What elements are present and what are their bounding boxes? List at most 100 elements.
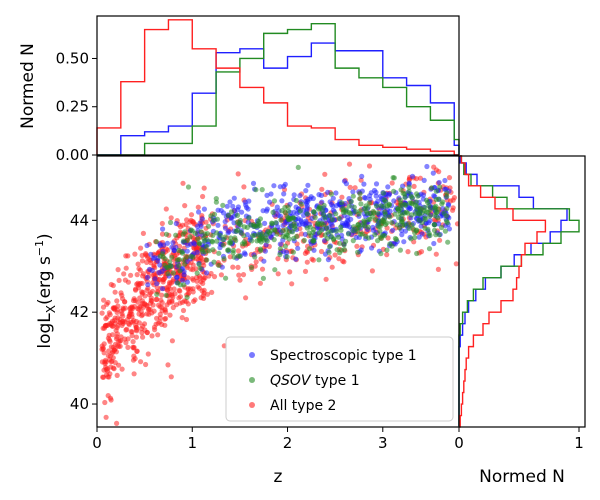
scatter-point	[153, 239, 159, 245]
scatter-point	[103, 359, 109, 365]
scatter-point	[375, 219, 381, 225]
scatter-point	[257, 280, 263, 286]
scatter-point	[369, 245, 375, 251]
scatter-point	[311, 247, 317, 253]
legend: Spectroscopic type 1 QSOV type 1 All typ…	[225, 336, 454, 422]
scatter-point	[325, 257, 331, 263]
scatter-point	[168, 374, 174, 380]
scatter-point	[311, 209, 317, 215]
scatter-point	[190, 289, 196, 295]
scatter-point	[271, 237, 277, 243]
scatter-point	[227, 254, 233, 260]
scatter-point	[107, 395, 114, 401]
scatter-point	[214, 238, 220, 244]
scatter-point	[185, 184, 192, 190]
scatter-point	[380, 190, 386, 196]
scatter-point	[406, 184, 412, 190]
scatter-point	[363, 203, 369, 209]
scatter-point	[153, 321, 159, 327]
scatter-point	[238, 229, 244, 235]
scatter-point	[277, 184, 283, 190]
scatter-point	[233, 228, 239, 234]
scatter-point	[381, 203, 387, 210]
scatter-point	[375, 238, 381, 244]
scatter-point	[164, 287, 170, 294]
scatter-point	[205, 223, 212, 229]
scatter-point	[397, 247, 403, 253]
scatter-point	[425, 226, 431, 232]
scatter-point	[305, 199, 311, 205]
scatter-point	[194, 249, 200, 255]
scatter-point	[357, 196, 363, 202]
scatter-point	[322, 232, 328, 238]
scatter-point	[450, 207, 456, 213]
scatter-point	[311, 226, 317, 233]
scatter-point	[204, 270, 210, 276]
scatter-point	[213, 196, 219, 202]
scatter-point	[398, 202, 404, 208]
x-tick-label: 3	[378, 434, 388, 452]
scatter-point	[317, 221, 323, 228]
scatter-point	[145, 282, 151, 288]
scatter-point	[145, 351, 151, 357]
scatter-points	[99, 161, 459, 426]
scatter-point	[210, 217, 217, 223]
scatter-point	[236, 272, 242, 278]
scatter-point	[361, 218, 367, 224]
scatter-point	[158, 297, 164, 303]
scatter-point	[162, 322, 168, 328]
scatter-point	[199, 216, 205, 222]
scatter-point	[298, 201, 304, 207]
scatter-point	[409, 173, 416, 179]
scatter-point	[100, 374, 106, 380]
scatter-point	[422, 205, 428, 211]
scatter-point	[406, 225, 412, 231]
scatter-point	[390, 227, 396, 233]
scatter-point	[250, 233, 256, 239]
scatter-point	[180, 238, 187, 244]
scatter-point	[364, 210, 370, 217]
scatter-point	[228, 209, 235, 215]
scatter-point	[235, 248, 241, 254]
scatter-point	[301, 237, 307, 243]
legend-marker-type2	[249, 402, 255, 408]
scatter-point	[432, 205, 438, 212]
scatter-point	[370, 224, 376, 230]
scatter-point	[338, 247, 345, 253]
scatter-point	[424, 209, 430, 215]
scatter-point	[196, 240, 202, 246]
scatter-point	[214, 230, 220, 236]
scatter-point	[361, 181, 367, 187]
scatter-point	[259, 266, 266, 272]
scatter-point	[163, 206, 169, 212]
scatter-point	[320, 212, 327, 218]
scatter-point	[287, 269, 293, 275]
scatter-point	[246, 215, 252, 221]
scatter-point	[196, 261, 202, 267]
scatter-point	[242, 251, 248, 257]
scatter-point	[165, 247, 171, 253]
scatter-point	[252, 254, 258, 260]
scatter-point	[119, 292, 125, 298]
scatter-point	[408, 236, 414, 242]
right-histogram-series	[458, 155, 580, 428]
scatter-point	[173, 220, 179, 227]
scatter-point	[101, 297, 107, 303]
scatter-point	[131, 353, 137, 359]
scatter-point	[268, 191, 274, 197]
scatter-point	[277, 246, 283, 252]
scatter-point	[123, 340, 129, 346]
scatter-point	[366, 235, 372, 241]
scatter-point	[366, 163, 373, 169]
scatter-point	[384, 252, 390, 258]
scatter-point	[450, 197, 456, 203]
legend-box	[225, 336, 454, 422]
top-histogram-series	[96, 19, 460, 156]
scatter-point	[132, 251, 138, 257]
scatter-point	[256, 220, 262, 226]
series-qsov-type-1	[153, 164, 451, 300]
scatter-point	[146, 292, 152, 298]
scatter-point	[444, 193, 450, 199]
scatter-point	[339, 194, 345, 200]
